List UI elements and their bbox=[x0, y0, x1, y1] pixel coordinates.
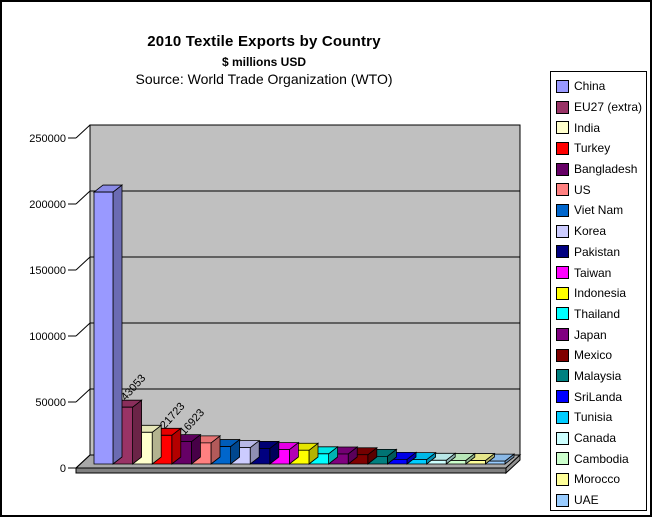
chart-title: 2010 Textile Exports by Country bbox=[147, 33, 381, 50]
y-tick-label: 150000 bbox=[29, 265, 66, 277]
legend-label: Mexico bbox=[574, 348, 613, 363]
y-tick-label: 100000 bbox=[29, 331, 66, 343]
legend-label: Tunisia bbox=[574, 410, 613, 425]
y-tick-connector bbox=[75, 388, 91, 403]
legend-item: EU27 (extra) bbox=[556, 97, 644, 118]
legend-swatch bbox=[556, 348, 569, 362]
y-tick-label: 200000 bbox=[29, 199, 66, 211]
y-tick-connector bbox=[75, 322, 91, 337]
chart-subtitle: $ millions USD bbox=[221, 55, 307, 69]
chart-floor-side bbox=[505, 453, 521, 475]
legend-label: Canada bbox=[574, 431, 617, 446]
legend-swatch bbox=[556, 183, 569, 197]
legend-item: US bbox=[556, 179, 644, 200]
legend-item: Mexico bbox=[556, 345, 644, 366]
legend-label: EU27 (extra) bbox=[574, 100, 643, 115]
y-tick-label: 250000 bbox=[29, 133, 66, 145]
legend-item: Thailand bbox=[556, 304, 644, 325]
chart-floor-front bbox=[75, 467, 507, 474]
legend-swatch bbox=[556, 410, 569, 424]
legend-label: SriLanda bbox=[574, 389, 623, 404]
legend-label: China bbox=[574, 79, 606, 94]
legend-swatch bbox=[556, 203, 569, 217]
legend-item: Japan bbox=[556, 324, 644, 345]
y-tick-connector bbox=[75, 124, 91, 139]
legend-item: Bangladesh bbox=[556, 159, 644, 180]
y-tick-connector bbox=[75, 454, 91, 469]
legend-item: UAE bbox=[556, 490, 644, 510]
legend-swatch bbox=[556, 286, 569, 300]
legend-item: Korea bbox=[556, 221, 644, 242]
legend-item: Indonesia bbox=[556, 283, 644, 304]
legend-item: Morocco bbox=[556, 469, 644, 490]
y-tick-label: 50000 bbox=[35, 397, 66, 409]
legend-label: Taiwan bbox=[574, 265, 612, 280]
legend-swatch bbox=[556, 452, 569, 466]
legend-label: Viet Nam bbox=[574, 203, 624, 218]
legend-label: Thailand bbox=[574, 306, 621, 321]
legend-swatch bbox=[556, 162, 569, 176]
legend-label: Japan bbox=[574, 327, 607, 342]
legend-swatch bbox=[556, 245, 569, 259]
legend-swatch bbox=[556, 328, 569, 342]
legend: China EU27 (extra) India Turkey Bangladesh US… bbox=[550, 71, 647, 511]
legend-label: Bangladesh bbox=[574, 162, 638, 177]
bar-side-face bbox=[112, 184, 123, 465]
legend-label: India bbox=[574, 120, 601, 135]
legend-swatch bbox=[556, 493, 569, 507]
legend-swatch bbox=[556, 141, 569, 155]
y-tick-label: 0 bbox=[60, 463, 66, 475]
legend-label: Morocco bbox=[574, 472, 621, 487]
legend-swatch bbox=[556, 224, 569, 238]
legend-item: SriLanda bbox=[556, 386, 644, 407]
bar-china bbox=[92, 184, 124, 465]
legend-item: Tunisia bbox=[556, 407, 644, 428]
y-tick-connector bbox=[75, 256, 91, 271]
legend-label: US bbox=[574, 182, 591, 197]
legend-item: Malaysia bbox=[556, 366, 644, 387]
legend-label: Pakistan bbox=[574, 244, 621, 259]
legend-swatch bbox=[556, 100, 569, 114]
legend-swatch bbox=[556, 390, 569, 404]
legend-item: Cambodia bbox=[556, 448, 644, 469]
legend-label: Malaysia bbox=[574, 368, 622, 383]
chart-back-wall bbox=[89, 124, 521, 456]
legend-label: Turkey bbox=[574, 141, 611, 156]
legend-label: Korea bbox=[574, 224, 607, 239]
legend-item: India bbox=[556, 117, 644, 138]
legend-swatch bbox=[556, 307, 569, 321]
legend-item: Canada bbox=[556, 428, 644, 449]
y-tick-connector bbox=[75, 190, 91, 205]
legend-item: Viet Nam bbox=[556, 200, 644, 221]
legend-item: Taiwan bbox=[556, 262, 644, 283]
legend-item: China bbox=[556, 76, 644, 97]
legend-swatch bbox=[556, 369, 569, 383]
legend-label: Cambodia bbox=[574, 451, 629, 466]
legend-swatch bbox=[556, 79, 569, 93]
legend-swatch bbox=[556, 121, 569, 135]
legend-item: Pakistan bbox=[556, 242, 644, 263]
legend-label: UAE bbox=[574, 493, 599, 508]
legend-swatch bbox=[556, 431, 569, 445]
chart-source-annotation: Source: World Trade Organization (WTO) bbox=[135, 71, 393, 87]
legend-swatch bbox=[556, 266, 569, 280]
legend-label: Indonesia bbox=[574, 286, 627, 301]
bar-side-face bbox=[132, 399, 143, 465]
bar-front-face bbox=[93, 191, 114, 465]
legend-swatch bbox=[556, 472, 569, 486]
legend-item: Turkey bbox=[556, 138, 644, 159]
